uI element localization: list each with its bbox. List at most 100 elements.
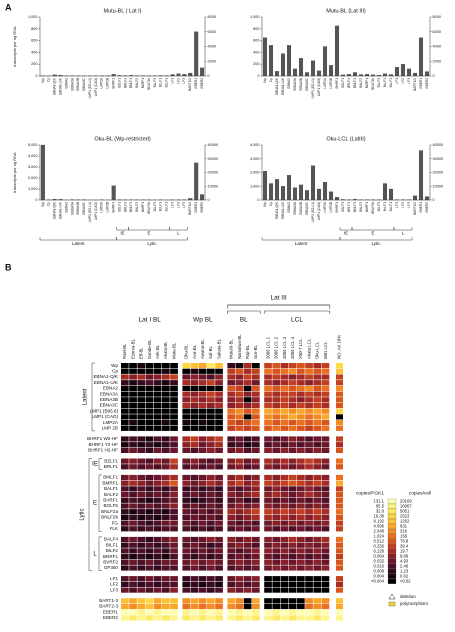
heatmap-cell — [321, 458, 330, 464]
heatmap-cell — [153, 536, 162, 543]
heatmap-cell — [145, 554, 154, 560]
heatmap-cell — [227, 492, 236, 498]
heatmap-cell — [153, 447, 162, 453]
row-group-label: Latent — [83, 388, 89, 405]
column-label: Rael-BL — [122, 343, 127, 359]
heatmap-cell — [321, 464, 330, 470]
legend-label: 158 — [400, 533, 408, 538]
heatmap-cell — [264, 408, 272, 414]
heatmap-cell — [121, 464, 129, 470]
heatmap-cell — [280, 576, 289, 582]
heatmap-cell — [153, 598, 162, 604]
heatmap-cell — [153, 414, 162, 420]
heatmap-cell — [215, 598, 223, 604]
heatmap-cell — [190, 368, 199, 374]
heatmap-cell — [305, 497, 313, 503]
heatmap-cell — [215, 363, 223, 369]
heatmap-cell — [272, 598, 281, 604]
heatmap-cell — [182, 576, 191, 582]
heatmap-cell — [215, 486, 223, 492]
y-tick-label: 800 — [253, 27, 259, 31]
heatmap-cell — [243, 603, 252, 610]
heatmap-cell — [288, 464, 297, 470]
heatmap-cell — [153, 380, 162, 386]
heatmap-cell — [313, 414, 322, 420]
heatmap-cell — [215, 581, 223, 587]
heatmap-cell — [280, 598, 289, 604]
heatmap-cell — [190, 374, 199, 380]
heatmap-cell — [252, 565, 260, 571]
heatmap-cell — [198, 536, 207, 543]
heatmap-cell — [137, 414, 146, 420]
heatmap-cell — [243, 368, 252, 374]
row-label: EBNA1-Q/K — [93, 374, 118, 379]
legend-swatch — [387, 553, 397, 559]
heatmap-cell — [243, 402, 252, 409]
heatmap-cell — [215, 420, 223, 426]
heatmap-cell — [227, 385, 236, 391]
bar — [58, 75, 63, 77]
heatmap-cell — [198, 587, 207, 593]
heatmap-cell — [153, 368, 162, 374]
heatmap-cell — [207, 447, 215, 453]
heatmap-cell — [207, 458, 215, 464]
x-tick-label: BHRF1 — [112, 78, 116, 89]
heatmap-cell — [280, 480, 289, 486]
heatmap-cell — [145, 402, 154, 409]
heatmap-cell — [235, 402, 244, 409]
heatmap-cell — [243, 514, 252, 520]
y2-tick-label: 8000 — [208, 15, 216, 19]
heatmap-cell — [137, 615, 146, 621]
heatmap-cell — [207, 374, 215, 380]
reference-cell — [336, 480, 343, 486]
heatmap-cell — [182, 520, 191, 526]
heatmap-cell — [182, 363, 191, 369]
heatmap-cell — [190, 615, 199, 621]
heatmap-cell — [121, 420, 129, 426]
heatmap-cell — [297, 374, 305, 380]
row-label: BART2-3 — [99, 604, 118, 609]
heatmap-cell — [235, 542, 244, 548]
reference-cell — [336, 503, 343, 509]
row-label: FG — [112, 520, 119, 525]
heatmap-cell — [170, 497, 178, 503]
heatmap-cell — [182, 565, 191, 571]
heatmap-cell — [227, 514, 236, 520]
legend-swatch — [387, 528, 397, 534]
heatmap-cell — [227, 542, 236, 548]
row-label: LMP1 (B95.8) — [90, 408, 119, 413]
heatmap-cell — [145, 380, 154, 386]
heatmap-cell — [129, 554, 137, 560]
heatmap-cell — [243, 474, 252, 481]
heatmap-cell — [215, 576, 223, 582]
heatmap-cell — [182, 380, 191, 386]
bar — [370, 74, 376, 77]
heatmap-cell — [198, 486, 207, 492]
heatmap-cell — [264, 391, 272, 397]
heatmap-cell — [137, 464, 146, 470]
heatmap-cell — [129, 447, 137, 453]
heatmap-cell — [288, 536, 297, 543]
legend-label: deletion — [400, 594, 416, 599]
row-label: LF3 — [110, 587, 118, 592]
heatmap-cell — [121, 514, 129, 520]
heatmap-cell — [313, 420, 322, 426]
heatmap-cell — [121, 397, 129, 403]
bar — [274, 179, 280, 201]
heatmap-cell — [190, 380, 199, 386]
heatmap-cell — [288, 368, 297, 374]
heatmap-cell — [207, 497, 215, 503]
heatmap-cell — [153, 486, 162, 492]
heatmap-cell — [162, 397, 170, 403]
heatmap-cell — [170, 554, 178, 560]
y2-tick-label: 4000 — [208, 45, 216, 49]
row-label: BALF1 — [104, 486, 118, 491]
heatmap-cell — [252, 385, 260, 391]
heatmap-cell — [243, 464, 252, 470]
bar — [194, 162, 199, 201]
heatmap-cell — [170, 520, 178, 526]
heatmap-cell — [145, 464, 154, 470]
heatmap-cell — [235, 548, 244, 554]
heatmap-cell — [305, 480, 313, 486]
y-tick-label: 200 — [31, 62, 37, 66]
